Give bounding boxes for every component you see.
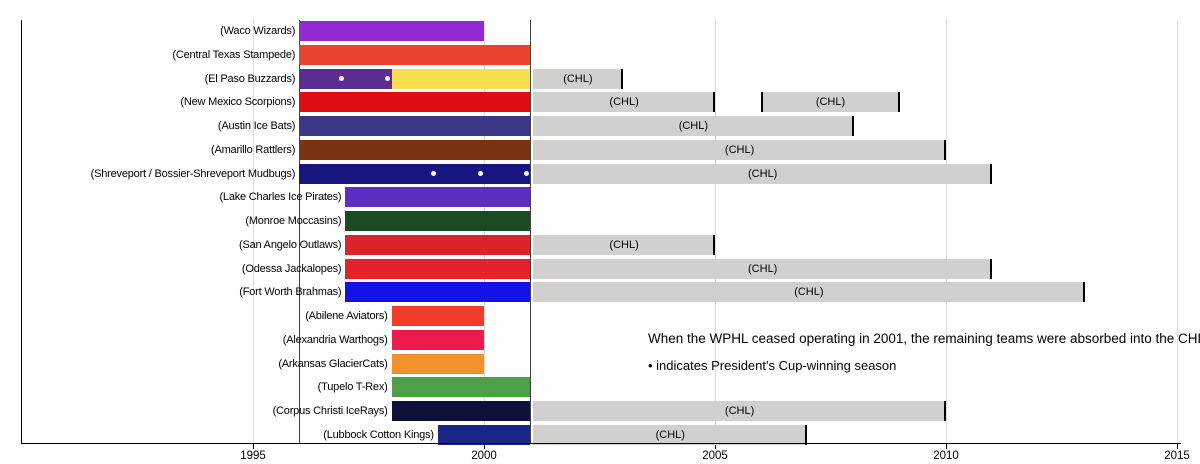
presidents-cup-dot — [338, 76, 344, 82]
chl-bar-label: (CHL) — [794, 286, 824, 299]
x-tick-label-2015: 2015 — [1164, 450, 1190, 462]
wphl-bar — [299, 44, 531, 65]
chl-end-tick — [805, 424, 808, 445]
chl-bar-label: (CHL) — [563, 72, 593, 85]
chl-end-tick — [1082, 282, 1085, 303]
chl-end-tick — [990, 258, 993, 279]
chl-bar-label: (CHL) — [815, 96, 846, 109]
team-label: (Tupelo T-Rex) — [317, 381, 388, 394]
chl-bar-label: (CHL) — [748, 262, 778, 275]
wphl-bar — [437, 424, 531, 445]
wphl-bar — [345, 187, 531, 208]
gridline-2010 — [946, 20, 947, 443]
annotation-absorbed-note: When the WPHL ceased operating in 2001, … — [648, 331, 1200, 346]
chl-bar-label: (CHL) — [609, 96, 639, 109]
wphl-bar — [345, 211, 531, 232]
team-label: (Shreveport / Bossier-Shreveport Mudbugs… — [90, 167, 296, 180]
team-label: (Alexandria Warthogs) — [282, 333, 388, 346]
chl-bar: (CHL) — [533, 92, 715, 113]
era-line-2001 — [530, 20, 531, 443]
chl-bar: (CHL) — [533, 258, 993, 279]
chl-bar-label: (CHL) — [724, 143, 755, 156]
chl-end-tick — [620, 68, 623, 89]
wphl-bar — [391, 68, 531, 89]
team-label: (El Paso Buzzards) — [204, 72, 296, 85]
chl-bar-label: (CHL) — [748, 167, 778, 180]
wphl-bar — [345, 282, 531, 303]
wphl-bar — [391, 401, 531, 422]
x-tick-label-1995: 1995 — [240, 450, 266, 462]
chl-bar-label: (CHL) — [655, 428, 685, 441]
chl-end-tick — [897, 92, 900, 113]
team-label: (Abilene Aviators) — [305, 310, 388, 323]
gridline-2000 — [484, 20, 485, 443]
chl-end-tick — [851, 116, 854, 137]
team-label: (Arkansas GlacierCats) — [278, 357, 388, 370]
team-label: (Amarillo Rattlers) — [210, 143, 296, 156]
team-label: (Corpus Christi IceRays) — [272, 405, 388, 418]
chl-bar: (CHL) — [533, 163, 993, 184]
chl-bar-label: (CHL) — [724, 405, 755, 418]
team-label: (New Mexico Scorpions) — [180, 96, 296, 109]
gridline-2005 — [715, 20, 716, 443]
annotation-cup-legend: • indicates President's Cup-winning seas… — [648, 358, 897, 373]
wphl-bar — [391, 306, 484, 327]
chl-bar: (CHL) — [533, 401, 946, 422]
presidents-cup-dot — [477, 171, 483, 177]
wphl-bar — [391, 377, 531, 398]
x-axis-line — [21, 443, 1181, 444]
x-tick-label-2005: 2005 — [702, 450, 728, 462]
x-tick-2010 — [946, 443, 947, 449]
presidents-cup-dot — [385, 76, 391, 82]
chl-bar: (CHL) — [533, 139, 946, 160]
chl-bar-label: (CHL) — [609, 238, 639, 251]
chl-bar-label: (CHL) — [678, 120, 709, 133]
chl-bar: (CHL) — [533, 68, 623, 89]
presidents-cup-dot — [431, 171, 437, 177]
chl-bar: (CHL) — [761, 92, 900, 113]
chl-end-tick — [712, 92, 715, 113]
team-label: (Waco Wizards) — [220, 25, 296, 37]
gridline-2015 — [1177, 20, 1178, 443]
team-label: (Central Texas Stampede) — [172, 48, 296, 61]
wphl-bar — [299, 116, 531, 137]
chl-bar: (CHL) — [533, 282, 1085, 303]
wphl-bar — [299, 163, 531, 184]
team-label: (Fort Worth Brahmas) — [239, 286, 342, 299]
presidents-cup-dot — [523, 171, 529, 177]
chl-bar: (CHL) — [533, 424, 808, 445]
gridline-1995 — [253, 20, 254, 443]
chl-end-tick — [712, 234, 715, 255]
wphl-bar — [299, 92, 531, 113]
chl-end-tick — [943, 139, 946, 160]
x-tick-1995 — [253, 443, 254, 449]
y-axis-line — [21, 20, 22, 444]
team-label: (Austin Ice Bats) — [217, 120, 296, 133]
team-label: (San Angelo Outlaws) — [239, 238, 342, 251]
x-tick-label-2010: 2010 — [933, 450, 959, 462]
x-tick-2000 — [484, 443, 485, 449]
wphl-bar — [299, 68, 392, 89]
wphl-bar — [299, 139, 531, 160]
wphl-bar — [299, 21, 484, 41]
chl-end-tick — [990, 163, 993, 184]
team-label: (Monroe Moccasins) — [245, 215, 342, 228]
team-label: (Lake Charles Ice Pirates) — [219, 191, 342, 204]
era-line-1996 — [299, 20, 300, 443]
team-label: (Odessa Jackalopes) — [241, 262, 342, 275]
wphl-bar — [391, 353, 484, 374]
x-tick-2005 — [715, 443, 716, 449]
chl-bar: (CHL) — [533, 116, 854, 137]
chl-start-tick — [761, 92, 764, 113]
chl-bar: (CHL) — [533, 234, 715, 255]
x-tick-label-2000: 2000 — [471, 450, 497, 462]
wphl-bar — [345, 258, 531, 279]
chl-end-tick — [943, 401, 946, 422]
wphl-bar — [391, 329, 484, 350]
x-tick-2015 — [1177, 443, 1178, 449]
wphl-bar — [345, 234, 531, 255]
team-label: (Lubbock Cotton Kings) — [323, 428, 434, 441]
